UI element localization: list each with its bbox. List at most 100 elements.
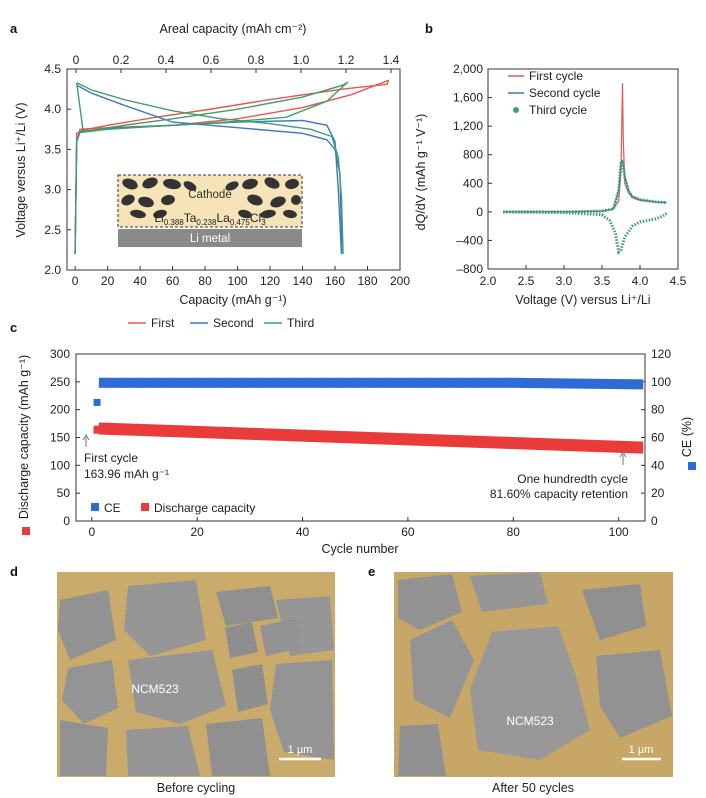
ce-point bbox=[414, 377, 422, 388]
discharge-point bbox=[109, 422, 117, 435]
curve-third-discharge bbox=[76, 81, 349, 133]
cathode-particle bbox=[285, 178, 299, 190]
ce-point bbox=[620, 379, 628, 390]
ce-point bbox=[504, 377, 512, 388]
discharge-point bbox=[209, 426, 217, 439]
cathode-particle bbox=[242, 178, 258, 190]
y-tick-label: 2.0 bbox=[44, 263, 61, 277]
cathode-particle bbox=[142, 177, 158, 189]
ce-point bbox=[378, 377, 386, 388]
y-tick-label: 0 bbox=[476, 205, 483, 219]
discharge-point bbox=[430, 434, 438, 447]
x-tick-label: 100 bbox=[228, 274, 248, 288]
sem-after-caption: After 50 cycles bbox=[492, 781, 574, 795]
y-tick-label: 50 bbox=[57, 486, 71, 500]
discharge-point bbox=[567, 439, 575, 452]
panel-a-plot-frame bbox=[66, 68, 401, 271]
panel-a-inset: Cathode Li0.388Ta0.238La0.475Cl3 Li meta… bbox=[117, 174, 303, 247]
x2-tick-label: 0.4 bbox=[158, 53, 175, 67]
ce-point bbox=[362, 377, 370, 388]
formula-cl: Cl bbox=[250, 211, 261, 225]
panel-a-ylabel: Voltage versus Li⁺/Li (V) bbox=[14, 102, 28, 237]
discharge-point bbox=[599, 440, 607, 453]
ce-point bbox=[162, 377, 170, 388]
x2-tick-label: 1.2 bbox=[338, 53, 355, 67]
ce-point bbox=[357, 377, 364, 388]
ce-point bbox=[420, 377, 428, 388]
ce-point bbox=[246, 377, 254, 388]
x-tick-label: 180 bbox=[357, 274, 377, 288]
discharge-point bbox=[583, 439, 591, 452]
ce-point bbox=[515, 377, 523, 388]
ce-point bbox=[551, 378, 559, 389]
legend-b-second-label: Second cycle bbox=[529, 86, 601, 100]
panel-c-letter: c bbox=[10, 320, 17, 335]
ce-point bbox=[530, 378, 538, 389]
discharge-point bbox=[578, 439, 586, 452]
discharge-point bbox=[393, 432, 401, 445]
panel-b-curves bbox=[503, 83, 668, 255]
ce-point bbox=[309, 377, 317, 388]
y-tick-label: 200 bbox=[50, 403, 70, 417]
ce-point bbox=[283, 377, 291, 388]
ce-point bbox=[457, 377, 465, 388]
discharge-point bbox=[615, 440, 623, 453]
x-tick-label: 0 bbox=[88, 525, 95, 539]
ce-point bbox=[193, 377, 201, 388]
ce-point bbox=[430, 377, 438, 388]
cathode-particle bbox=[238, 209, 252, 219]
cathode-particle bbox=[264, 177, 280, 189]
ce-point bbox=[346, 377, 354, 388]
discharge-point bbox=[140, 424, 148, 437]
ce-point bbox=[557, 378, 565, 389]
ce-point bbox=[241, 377, 249, 388]
ce-point bbox=[383, 377, 391, 388]
ce-point bbox=[615, 379, 623, 390]
ce-point bbox=[609, 379, 617, 390]
x-tick-label: 140 bbox=[293, 274, 313, 288]
hundredth-cycle-retention: 81.60% capacity retention bbox=[490, 487, 628, 501]
x-tick-label: 60 bbox=[401, 525, 415, 539]
x-tick-label: 20 bbox=[190, 525, 204, 539]
panel-c-y-ticks: 0 50 100 150 200 250 300 bbox=[50, 347, 80, 528]
y-tick-label: –400 bbox=[456, 233, 483, 247]
legend-discharge-label: Discharge capacity bbox=[154, 501, 255, 515]
ce-point bbox=[119, 377, 127, 388]
panel-c-y2-ticks: 0 20 40 60 80 100 120 bbox=[641, 347, 671, 528]
x-tick-label: 2.0 bbox=[480, 274, 497, 288]
discharge-point bbox=[451, 435, 459, 448]
discharge-point bbox=[167, 425, 175, 438]
y-tick-label: 1,600 bbox=[453, 91, 483, 105]
cathode-particle bbox=[291, 195, 301, 205]
discharge-point bbox=[277, 428, 285, 441]
cathode-particle bbox=[138, 196, 154, 208]
sem-after-scale-label: 1 µm bbox=[629, 744, 654, 756]
ce-point bbox=[204, 377, 212, 388]
discharge-point bbox=[93, 425, 101, 434]
ce-point bbox=[183, 377, 191, 388]
ce-point bbox=[451, 377, 459, 388]
y2-tick-label: 100 bbox=[651, 375, 671, 389]
discharge-point bbox=[425, 434, 433, 447]
x2-tick-label: 0 bbox=[73, 53, 80, 67]
discharge-point bbox=[146, 424, 154, 437]
panel-c-annotation-hundredth: One hundredth cycle 81.60% capacity rete… bbox=[490, 451, 628, 501]
discharge-point bbox=[156, 424, 164, 437]
panel-a-x2label: Areal capacity (mAh cm⁻²) bbox=[160, 22, 307, 36]
ce-point bbox=[467, 377, 475, 388]
discharge-point bbox=[399, 433, 407, 446]
ce-point bbox=[146, 377, 154, 388]
sem-before-scale-label: 1 µm bbox=[288, 744, 313, 756]
ce-point bbox=[509, 377, 517, 388]
discharge-point bbox=[251, 427, 259, 440]
y-tick-label: 4.5 bbox=[44, 62, 61, 76]
discharge-point bbox=[520, 437, 528, 450]
ce-point bbox=[293, 377, 301, 388]
panel-a-legend: First Second Third bbox=[128, 316, 314, 330]
ce-point bbox=[167, 377, 175, 388]
ce-point bbox=[546, 378, 554, 389]
ce-point bbox=[499, 377, 507, 388]
discharge-point bbox=[573, 439, 581, 452]
discharge-point bbox=[404, 433, 412, 446]
discharge-point bbox=[541, 438, 549, 451]
